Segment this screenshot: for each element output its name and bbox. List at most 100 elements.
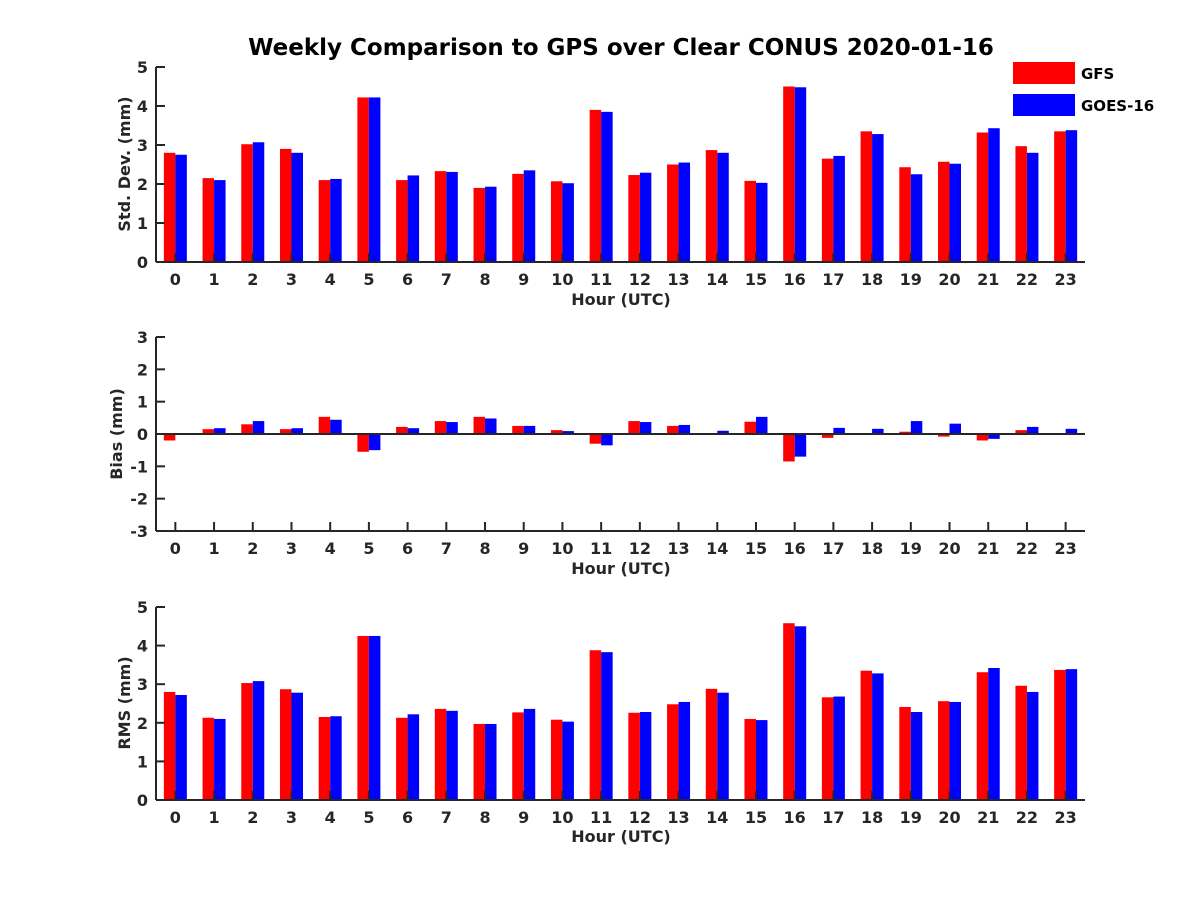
x-tick-label: 3 <box>286 808 297 827</box>
legend-label-gfs: GFS <box>1081 65 1114 83</box>
bar-gfs-hour-11 <box>589 434 602 444</box>
bar-gfs-hour-16 <box>783 434 795 462</box>
x-tick-label: 2 <box>247 539 258 558</box>
bar-gfs-hour-5 <box>357 635 369 800</box>
bar-gfs-hour-15 <box>744 180 756 262</box>
bar-gfs-hour-21 <box>976 434 989 441</box>
bar-goes16-hour-6 <box>407 714 420 800</box>
bar-goes16-hour-17 <box>833 427 845 434</box>
x-tick-label: 20 <box>938 270 960 289</box>
bar-gfs-hour-14 <box>705 688 718 800</box>
bar-goes16-hour-2 <box>252 421 265 434</box>
bar-goes16-hour-19 <box>910 421 923 434</box>
x-tick-label: 10 <box>551 539 573 558</box>
x-tick-label: 2 <box>247 808 258 827</box>
bar-gfs-hour-3 <box>279 689 292 800</box>
bar-goes16-hour-23 <box>1065 669 1078 800</box>
x-tick-label: 17 <box>822 270 844 289</box>
bar-goes16-hour-4 <box>330 178 342 262</box>
bar-gfs-hour-11 <box>589 109 602 263</box>
bar-goes16-hour-14 <box>717 692 729 800</box>
bar-goes16-hour-20 <box>949 163 962 262</box>
bar-goes16-hour-6 <box>407 175 420 262</box>
bar-goes16-hour-21 <box>988 128 1000 262</box>
bar-gfs-hour-10 <box>550 430 563 434</box>
x-tick-label: 1 <box>208 270 219 289</box>
bar-goes16-hour-18 <box>872 673 884 800</box>
y-tick-label: -2 <box>130 490 148 509</box>
bar-goes16-hour-14 <box>717 152 729 262</box>
bar-gfs-hour-1 <box>202 429 215 434</box>
bar-gfs-hour-0 <box>163 691 176 800</box>
bar-gfs-hour-6 <box>396 426 408 434</box>
ylabel-bias: Bias (mm) <box>107 388 126 480</box>
bar-gfs-hour-3 <box>279 429 292 434</box>
bar-goes16-hour-3 <box>291 428 303 434</box>
bar-goes16-hour-13 <box>678 424 691 434</box>
x-tick-label: 12 <box>629 270 651 289</box>
bar-goes16-hour-7 <box>446 422 458 434</box>
bar-gfs-hour-14 <box>705 150 718 262</box>
bar-gfs-hour-13 <box>667 425 679 434</box>
x-tick-label: 11 <box>590 808 612 827</box>
bar-goes16-hour-5 <box>368 434 381 451</box>
bar-gfs-hour-13 <box>667 704 679 800</box>
x-tick-label: 10 <box>551 808 573 827</box>
bar-goes16-hour-3 <box>291 152 303 262</box>
bar-gfs-hour-12 <box>628 712 640 800</box>
x-tick-label: 10 <box>551 270 573 289</box>
x-tick-label: 6 <box>402 539 413 558</box>
y-tick-label: 1 <box>137 214 148 233</box>
bar-gfs-hour-1 <box>202 717 215 800</box>
y-tick-label: -3 <box>130 522 148 541</box>
bar-goes16-hour-17 <box>833 155 845 262</box>
legend-swatch-goes16 <box>1013 94 1075 116</box>
bar-goes16-hour-22 <box>1026 152 1039 262</box>
bar-goes16-hour-16 <box>794 434 807 457</box>
x-tick-label: 13 <box>667 808 689 827</box>
bar-gfs-hour-7 <box>434 708 447 800</box>
bar-goes16-hour-10 <box>562 183 574 262</box>
bar-goes16-hour-4 <box>330 419 342 434</box>
bar-gfs-hour-10 <box>550 719 563 800</box>
y-tick-label: 0 <box>137 425 148 444</box>
x-tick-label: 9 <box>518 270 529 289</box>
x-tick-label: 3 <box>286 539 297 558</box>
x-tick-label: 15 <box>745 808 767 827</box>
y-tick-label: 2 <box>137 360 148 379</box>
y-tick-label: -1 <box>130 457 148 476</box>
x-tick-label: 22 <box>1016 808 1038 827</box>
y-tick-label: 1 <box>137 752 148 771</box>
bar-goes16-hour-11 <box>601 111 613 262</box>
y-tick-label: 1 <box>137 393 148 412</box>
x-tick-label: 18 <box>861 270 883 289</box>
bar-goes16-hour-17 <box>833 696 845 800</box>
bar-gfs-hour-9 <box>512 425 524 434</box>
x-tick-label: 12 <box>629 808 651 827</box>
bar-gfs-hour-7 <box>434 421 447 434</box>
bar-goes16-hour-7 <box>446 171 458 262</box>
bar-goes16-hour-12 <box>639 422 652 434</box>
bar-gfs-hour-2 <box>241 683 253 800</box>
y-tick-label: 5 <box>137 58 148 77</box>
bar-gfs-hour-12 <box>628 175 640 262</box>
bar-goes16-hour-9 <box>523 708 536 800</box>
bar-gfs-hour-3 <box>279 148 292 262</box>
x-tick-label: 22 <box>1016 270 1038 289</box>
bar-gfs-hour-5 <box>357 434 369 452</box>
y-tick-label: 3 <box>137 136 148 155</box>
x-tick-label: 4 <box>325 270 336 289</box>
bar-gfs-hour-6 <box>396 717 408 800</box>
x-tick-label: 2 <box>247 270 258 289</box>
bar-goes16-hour-0 <box>175 154 187 262</box>
x-tick-label: 18 <box>861 539 883 558</box>
bar-goes16-hour-23 <box>1065 428 1078 434</box>
bar-goes16-hour-22 <box>1026 426 1039 434</box>
bar-goes16-hour-18 <box>872 134 884 262</box>
bar-gfs-hour-9 <box>512 173 524 262</box>
bar-goes16-hour-16 <box>794 87 807 262</box>
bar-goes16-hour-3 <box>291 692 303 800</box>
y-tick-label: 3 <box>137 328 148 347</box>
